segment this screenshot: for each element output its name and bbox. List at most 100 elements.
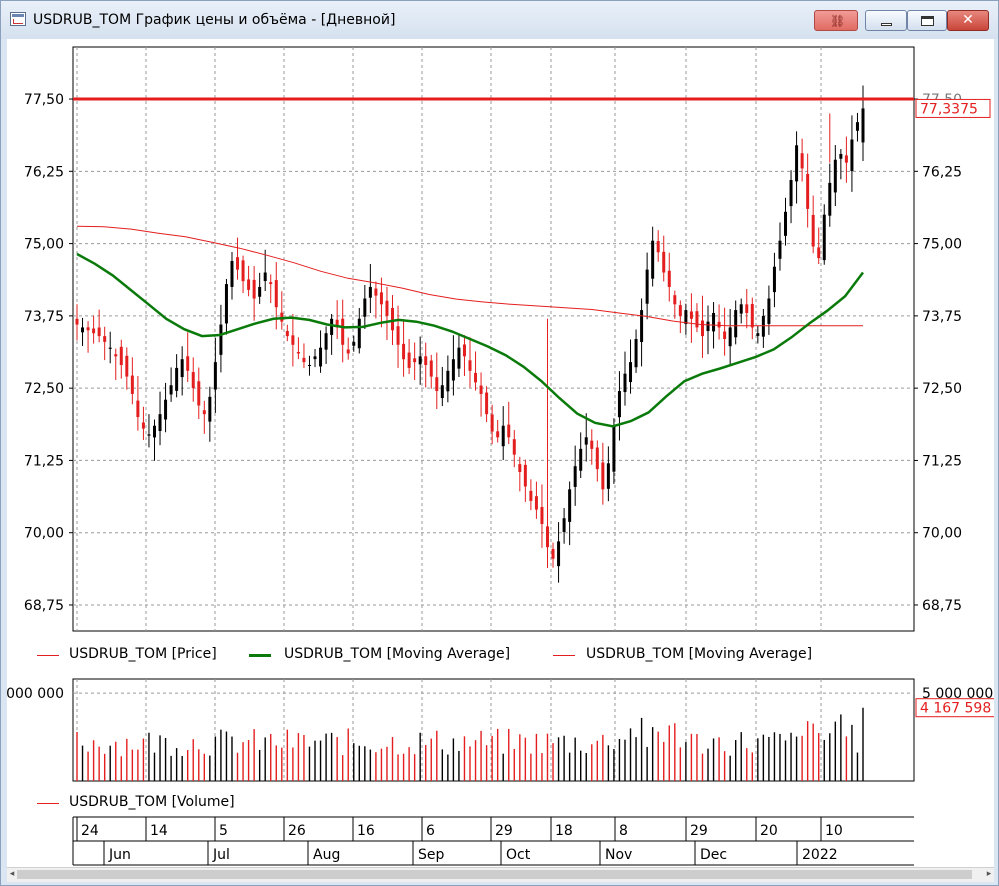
price-axis-label-left: 70,00 xyxy=(24,526,64,542)
link-button[interactable]: ⛓ xyxy=(814,10,858,31)
candle-body xyxy=(673,295,677,305)
candle-body xyxy=(202,410,206,415)
candle-body xyxy=(81,327,85,333)
candle-body xyxy=(418,356,422,365)
scroll-right-icon[interactable]: ▸ xyxy=(986,869,992,879)
last-volume-box xyxy=(915,698,994,718)
volume-axis-label-right: 5 000 000 xyxy=(922,686,993,702)
candle-body xyxy=(219,324,223,355)
close-button[interactable]: ✕ xyxy=(947,10,989,31)
maximize-icon xyxy=(921,16,934,26)
price-axis-label-right: 73,75 xyxy=(922,309,962,325)
chart-area[interactable]: 77,50 76,25 76,25 75,00 75,00 73,75 73,75 72,50… xyxy=(7,39,994,867)
price-axis-label-right: 68,75 xyxy=(922,598,962,614)
legend-ma1: USDRUB_TOM [Moving Average] xyxy=(284,646,511,662)
candle-body xyxy=(689,311,693,319)
candle-body xyxy=(114,354,118,357)
candle-body xyxy=(839,153,843,159)
candle-body xyxy=(833,159,837,193)
candle-body xyxy=(313,356,317,360)
minimize-button[interactable] xyxy=(865,10,907,31)
candle-body xyxy=(523,464,527,487)
candle-body xyxy=(130,375,134,394)
candle-body xyxy=(855,122,859,131)
candle-body xyxy=(263,272,267,282)
candle-body xyxy=(507,424,511,438)
candle-body xyxy=(186,356,190,371)
scrollbar-thumb[interactable] xyxy=(17,870,972,879)
candle-body xyxy=(368,286,372,298)
candle-body xyxy=(700,320,704,337)
moving-average-slow-line xyxy=(76,225,863,327)
candle-body xyxy=(285,331,289,337)
candle-body xyxy=(717,321,721,328)
month-label: Sep xyxy=(418,847,445,863)
candle-body xyxy=(501,425,505,447)
candle-body xyxy=(391,308,395,331)
candle-body xyxy=(579,448,583,471)
candle-body xyxy=(341,318,345,345)
candle-body xyxy=(440,385,444,399)
candle-body xyxy=(750,304,754,328)
candle-body xyxy=(374,288,378,296)
chart-app-icon xyxy=(10,12,26,26)
candle-body xyxy=(274,280,278,308)
legend-ma1-swatch xyxy=(249,654,271,657)
candle-body xyxy=(191,372,195,389)
candle-body xyxy=(490,414,494,432)
price-axis-label-left: 72,50 xyxy=(24,381,64,397)
candle-body xyxy=(396,326,400,345)
candle-body xyxy=(739,304,743,314)
price-axis-label-left: 68,75 xyxy=(24,598,64,614)
price-volume-chart[interactable]: 77,50 76,25 76,25 75,00 75,00 73,75 73,75 72,50… xyxy=(7,39,994,867)
candle-body xyxy=(756,333,760,336)
candle-body xyxy=(462,344,466,357)
candle-body xyxy=(468,360,472,371)
candle-body xyxy=(806,173,810,209)
candle-body xyxy=(634,339,638,368)
candle-body xyxy=(319,347,323,367)
candle-body xyxy=(180,359,184,378)
candle-body xyxy=(695,311,699,328)
candle-body xyxy=(402,343,406,360)
candle-body xyxy=(169,385,173,395)
candle-body xyxy=(92,328,96,334)
candle-body xyxy=(86,327,90,331)
day-label: 29 xyxy=(690,823,708,839)
candle-body xyxy=(158,414,162,432)
horizontal-scrollbar[interactable]: ◂ ▸ xyxy=(7,867,994,882)
day-label: 6 xyxy=(426,823,435,839)
day-label: 16 xyxy=(357,823,375,839)
price-axis-label-right: 71,25 xyxy=(922,453,962,469)
candle-body xyxy=(850,139,854,172)
candle-body xyxy=(678,305,682,316)
candle-body xyxy=(357,318,361,349)
day-label: 18 xyxy=(555,823,573,839)
day-label: 26 xyxy=(288,823,306,839)
candle-body xyxy=(800,153,804,169)
legend-volume-swatch xyxy=(37,803,59,804)
candle-body xyxy=(557,541,561,567)
price-axis-label-right: 70,00 xyxy=(922,526,962,542)
volume-axis-label-left: 000 000 xyxy=(7,686,64,702)
minimize-icon xyxy=(881,23,892,26)
candle-body xyxy=(662,251,666,273)
candle-body xyxy=(108,347,112,349)
candle-body xyxy=(656,241,660,253)
scroll-left-icon[interactable]: ◂ xyxy=(9,869,15,879)
title-bar[interactable]: USDRUB_TOM График цены и объёма - [Дневн… xyxy=(1,1,998,39)
candle-body xyxy=(861,108,865,143)
day-label: 10 xyxy=(825,823,843,839)
price-axis-label-right: 75,00 xyxy=(922,237,962,253)
price-plot-area xyxy=(72,46,915,632)
price-axis-label-left: 71,25 xyxy=(24,453,64,469)
candle-body xyxy=(236,257,240,270)
candle-body xyxy=(590,440,594,449)
candle-body xyxy=(208,396,212,422)
month-label: 2022 xyxy=(802,847,838,863)
moving-average-fast-line xyxy=(76,252,864,428)
candle-body xyxy=(363,298,367,317)
candle-body xyxy=(623,373,627,393)
maximize-button[interactable] xyxy=(907,10,947,31)
candle-body xyxy=(258,286,262,297)
